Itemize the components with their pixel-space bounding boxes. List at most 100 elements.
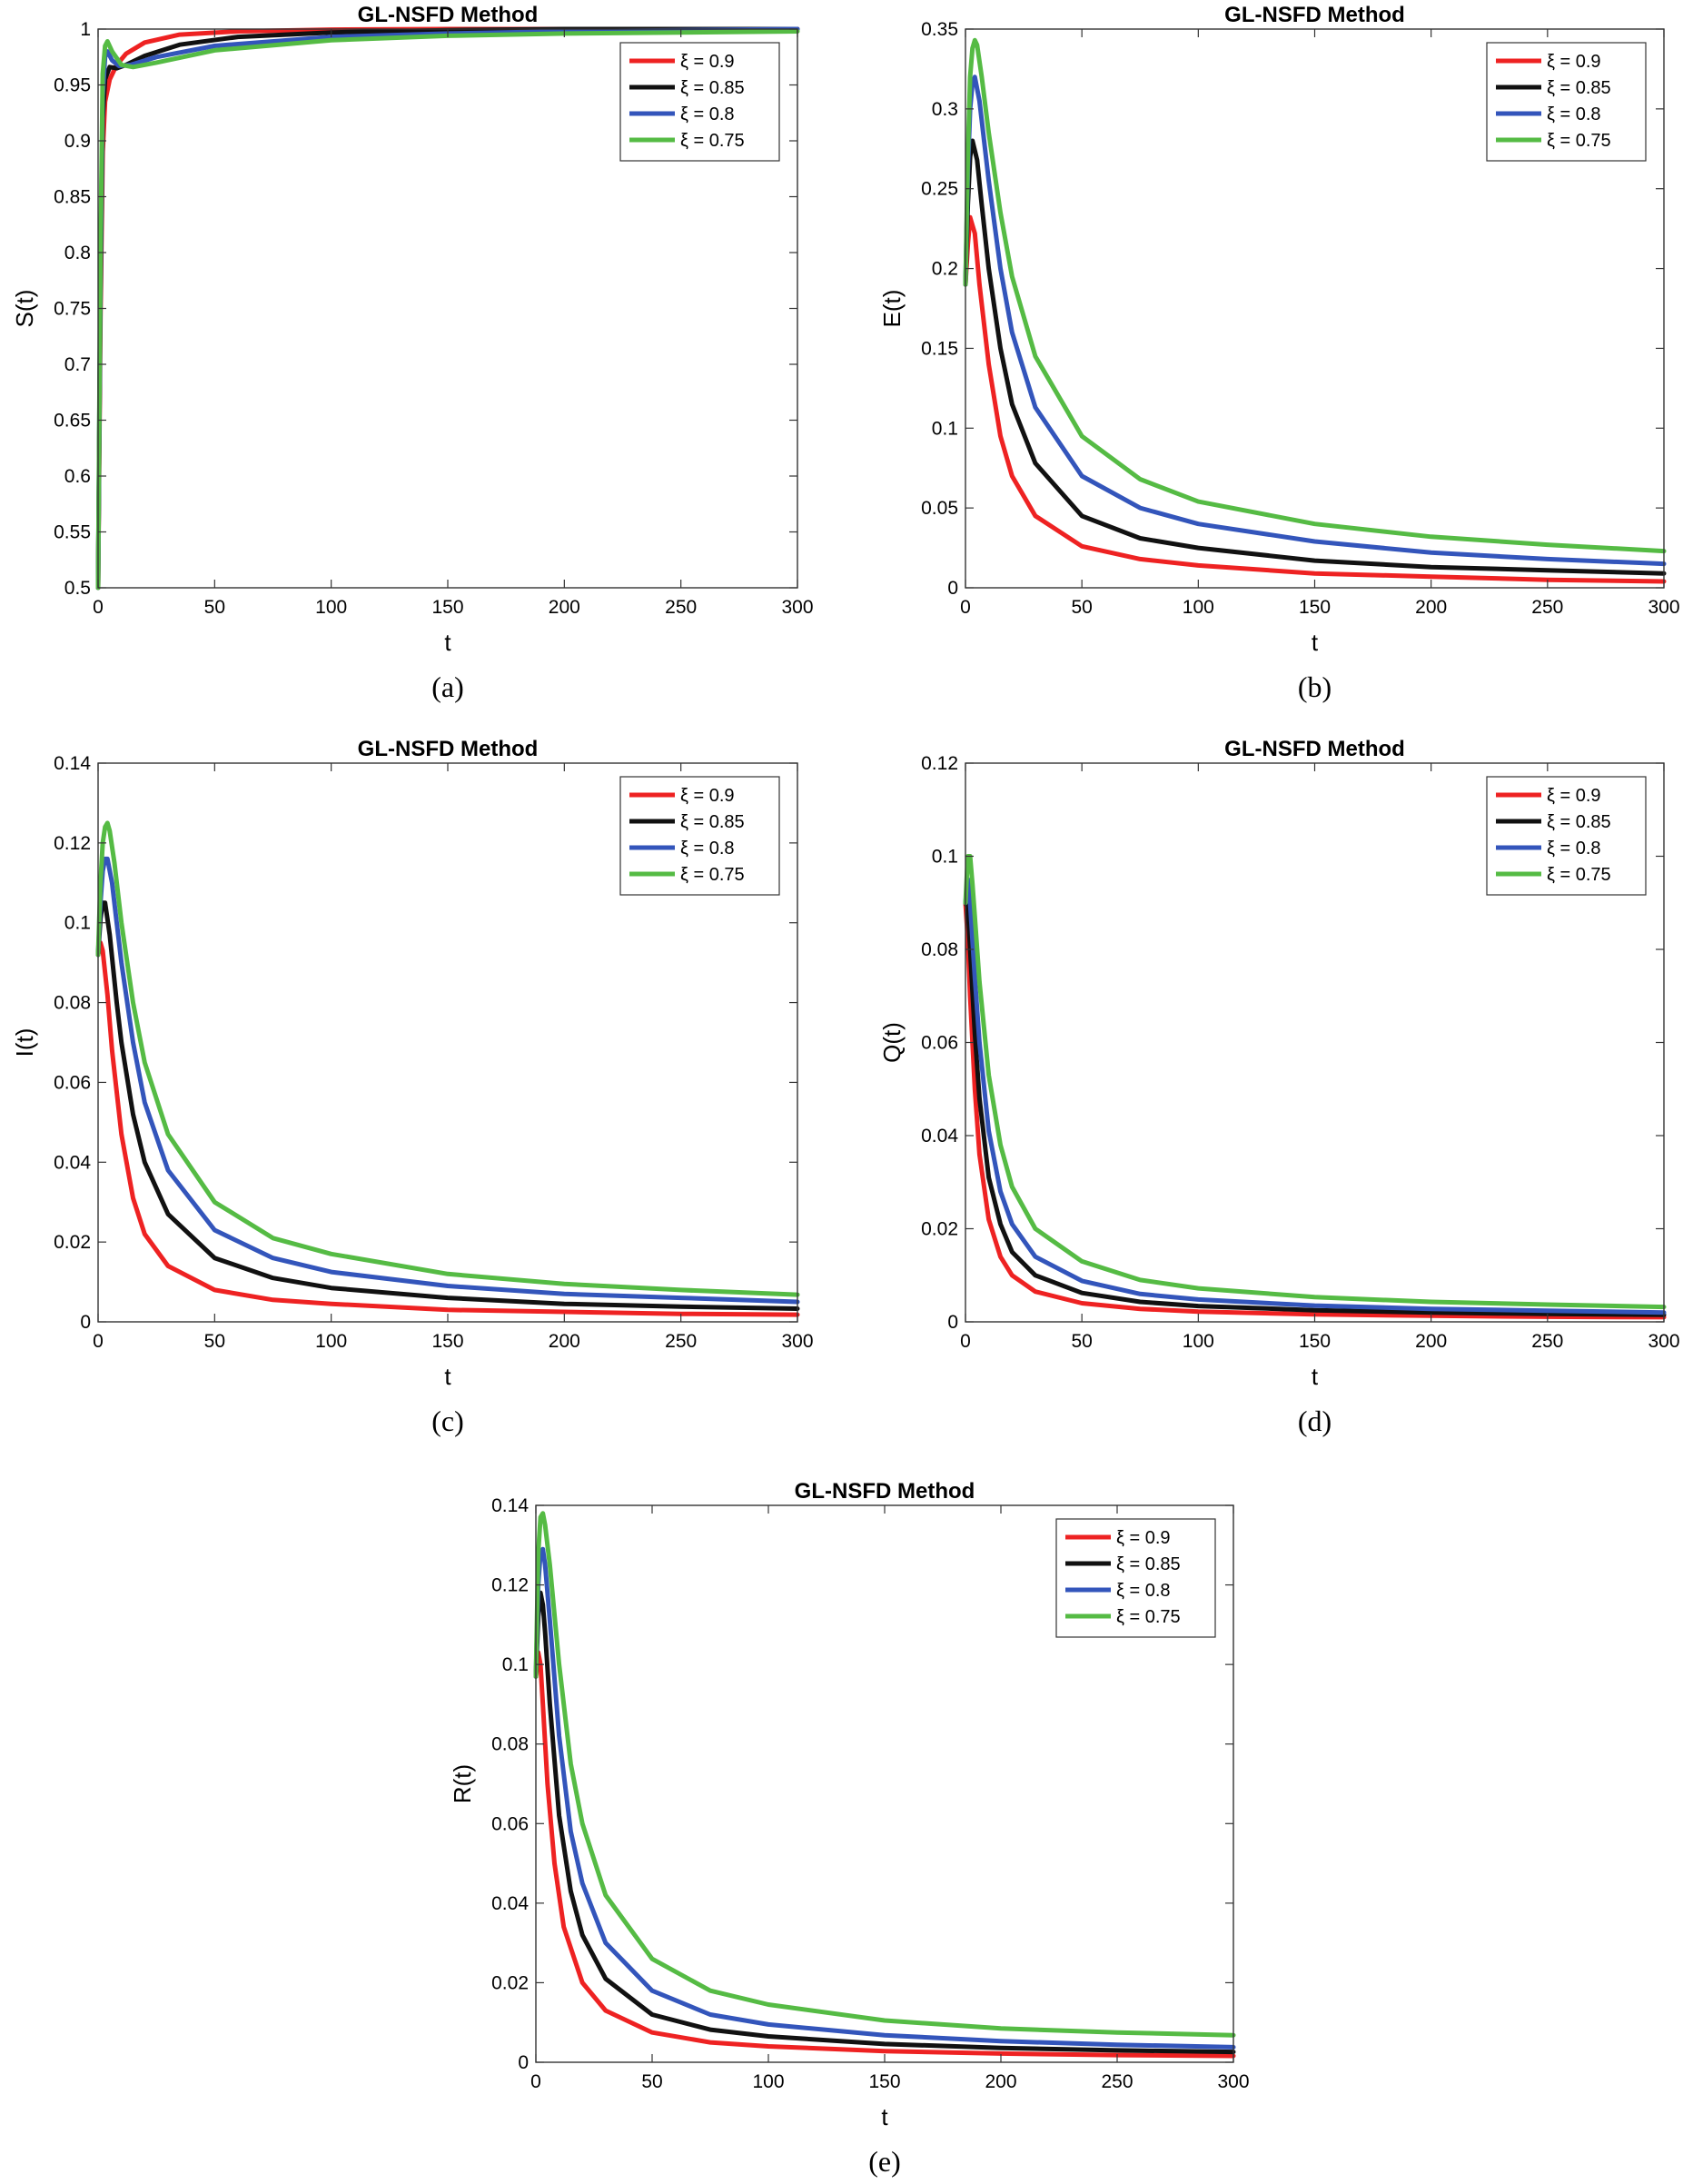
y-tick-label: 0.3 [932,99,958,120]
legend-label: ξ = 0.85 [1116,1554,1181,1574]
x-tick-label: 200 [549,597,580,618]
x-tick-label: 50 [1071,597,1092,618]
x-tick-label: 50 [204,1331,225,1352]
y-tick-label: 0.12 [921,753,958,774]
legend-label: ξ = 0.75 [1547,131,1611,151]
legend: ξ = 0.9 ξ = 0.85 ξ = 0.8 ξ = 0.75 [1486,42,1647,162]
x-tick-label: 300 [1648,597,1679,618]
chart-panel-c: 0 50 100 150 200 250 300 0 0.02 0.04 0.06 0.08 0.1 0.… [11,737,814,1437]
x-tick-label: 250 [665,597,697,618]
y-tick-label: 0.7 [64,354,91,375]
legend-label: ξ = 0.9 [1547,52,1601,72]
y-tick-label: 0.08 [491,1734,529,1755]
x-tick-label: 200 [1415,597,1447,618]
y-tick-label: 0.6 [64,466,91,487]
y-axis-label: Q(t) [878,1022,906,1063]
legend-label: ξ = 0.85 [680,812,745,832]
y-tick-label: 0.5 [64,578,91,599]
x-axis-label: t [881,2103,888,2130]
y-tick-label: 0.9 [64,131,91,152]
series-line-2 [963,900,1667,1317]
y-tick-label: 0.04 [54,1152,91,1173]
y-tick-label: 0.15 [921,338,958,359]
legend: ξ = 0.9 ξ = 0.85 ξ = 0.8 ξ = 0.75 [619,776,780,896]
panel-caption: (e) [868,2145,901,2178]
y-axis-label: S(t) [11,290,38,328]
y-tick-label: 0.02 [54,1232,91,1253]
x-tick-label: 150 [1299,1331,1331,1352]
y-tick-label: 1 [80,19,91,40]
legend-label: ξ = 0.9 [680,786,735,806]
y-tick-label: 0.06 [921,1033,958,1054]
chart-panel-d: 0 50 100 150 200 250 300 0 0.02 0.04 0.06 0.08 0.1 0.… [878,737,1680,1437]
legend-label: ξ = 0.85 [1547,78,1611,98]
x-tick-label: 50 [1071,1331,1092,1352]
y-axis-label: E(t) [878,290,906,328]
legend-label: ξ = 0.8 [1116,1581,1171,1601]
y-tick-label: 0 [518,2052,529,2073]
y-tick-label: 0.75 [54,299,91,320]
legend-label: ξ = 0.9 [1116,1528,1171,1548]
x-tick-label: 100 [315,1331,347,1352]
x-tick-label: 100 [752,2071,784,2092]
legend-label: ξ = 0.85 [680,78,745,98]
y-tick-label: 0.08 [54,993,91,1014]
series-line-4 [95,820,800,1297]
y-tick-label: 0.06 [491,1813,529,1834]
x-tick-label: 50 [641,2071,662,2092]
x-tick-label: 200 [985,2071,1016,2092]
x-tick-label: 0 [960,597,971,618]
y-tick-label: 0 [947,578,958,599]
y-tick-label: 0.2 [932,259,958,280]
x-tick-label: 150 [1299,597,1331,618]
y-tick-label: 0.1 [932,847,958,868]
legend-label: ξ = 0.8 [680,104,735,124]
x-tick-label: 0 [93,1331,104,1352]
y-tick-label: 0.04 [491,1893,529,1914]
x-tick-label: 250 [1531,1331,1563,1352]
x-tick-label: 300 [781,1331,813,1352]
y-tick-label: 0.1 [64,913,91,934]
legend-label: ξ = 0.9 [1547,786,1601,806]
series-line-3 [963,877,1667,1315]
series-line-4 [963,37,1667,554]
y-tick-label: 0.8 [64,243,91,263]
y-tick-label: 0.55 [54,522,91,543]
series-line-1 [963,214,1667,584]
y-axis-label: R(t) [449,1764,476,1803]
y-tick-label: 0.12 [54,833,91,854]
y-tick-label: 0.12 [491,1575,529,1596]
y-tick-label: 0 [947,1312,958,1333]
legend-label: ξ = 0.75 [680,131,745,151]
series-line-4 [533,1511,1236,2038]
y-tick-label: 0.05 [921,498,958,519]
series-line-3 [95,856,800,1305]
x-tick-label: 100 [1183,597,1214,618]
x-axis-label: t [1312,629,1319,656]
y-tick-label: 0 [80,1312,91,1333]
y-tick-label: 0.02 [491,1972,529,1993]
legend-label: ξ = 0.75 [1116,1607,1181,1627]
legend: ξ = 0.9 ξ = 0.85 ξ = 0.8 ξ = 0.75 [619,42,780,162]
legend-label: ξ = 0.75 [1547,865,1611,885]
panel-caption: (b) [1298,670,1332,703]
series-line-3 [533,1546,1236,2050]
chart-title: GL-NSFD Method [1224,3,1405,27]
x-tick-label: 200 [1415,1331,1447,1352]
panel-caption: (d) [1298,1405,1332,1437]
panel-caption: (a) [431,670,464,703]
y-tick-label: 0.65 [54,411,91,432]
series-line-1 [533,1650,1236,2059]
legend-label: ξ = 0.9 [680,52,735,72]
y-tick-label: 0.35 [921,19,958,40]
legend-label: ξ = 0.8 [1547,839,1601,859]
x-tick-label: 100 [315,597,347,618]
legend: ξ = 0.9 ξ = 0.85 ξ = 0.8 ξ = 0.75 [1055,1518,1216,1638]
series-line-2 [963,138,1667,576]
y-tick-label: 0.14 [54,753,91,774]
x-axis-label: t [444,629,451,656]
series-line-4 [95,29,800,591]
chart-panel-b: 0 50 100 150 200 250 300 0 0.05 0.1 0.15 0.2 0.25 0.3… [878,3,1680,703]
chart-panel-e: 0 50 100 150 200 250 300 0 0.02 0.04 0.06 0.08 0.1 0.… [449,1479,1250,2178]
